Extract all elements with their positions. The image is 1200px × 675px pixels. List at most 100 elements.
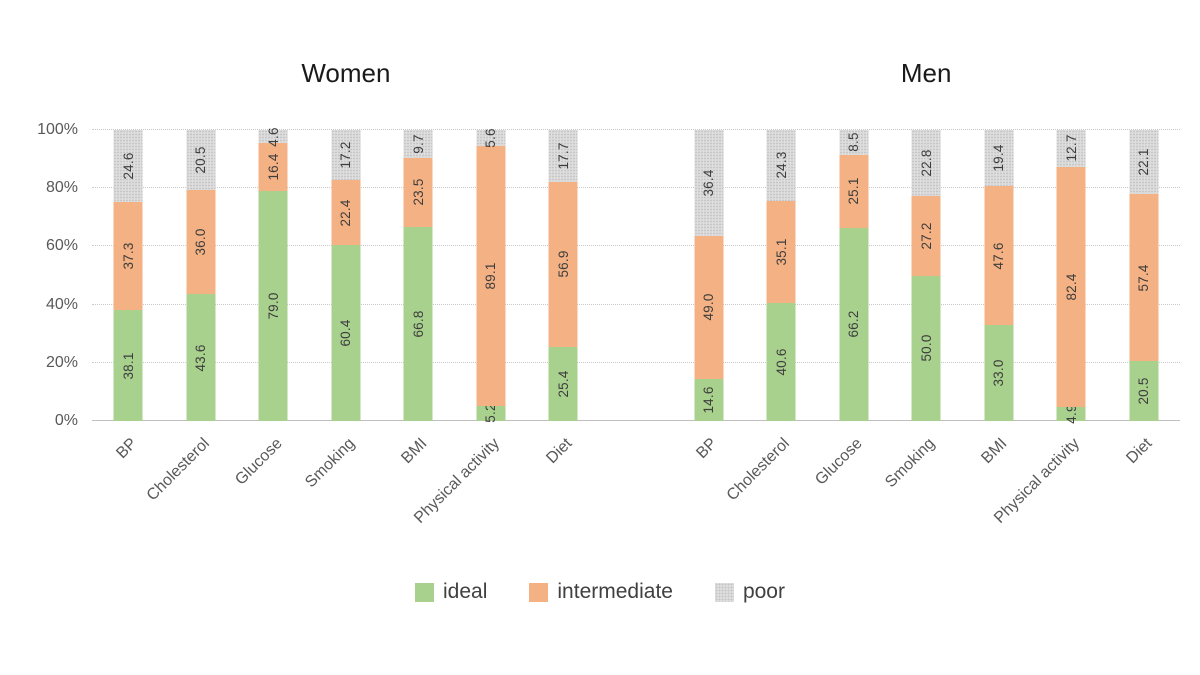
bar-value-label: 49.0 xyxy=(701,293,717,321)
stacked-bar: 66.8 23.5 9.7 xyxy=(403,130,433,421)
stacked-bar: 25.4 56.9 17.7 xyxy=(548,130,578,421)
bar-value-label: 79.0 xyxy=(265,292,281,320)
bar-value-label: 60.4 xyxy=(338,319,354,347)
bar-value-label: 66.2 xyxy=(846,310,862,339)
stacked-bar: 20.5 57.4 22.1 xyxy=(1129,130,1159,421)
bar-value-label: 22.8 xyxy=(918,149,934,177)
bar-value-label: 35.1 xyxy=(773,238,789,266)
group-spacer xyxy=(600,130,673,421)
stacked-bar: 43.6 36.0 20.5 xyxy=(186,130,216,421)
bar-segment-intermediate: 16.4 xyxy=(258,143,288,192)
gridline xyxy=(92,245,1180,247)
bar-slot: 20.5 57.4 22.1 Diet xyxy=(1107,130,1180,467)
stacked-bar: 38.1 37.3 24.6 xyxy=(113,130,143,421)
bar-segment-poor: 19.4 xyxy=(984,130,1014,187)
bar-segment-poor: 20.5 xyxy=(186,130,216,190)
stacked-bar: 79.0 16.4 4.6 xyxy=(258,127,288,421)
bar-value-label: 12.7 xyxy=(1063,134,1079,163)
bar-value-label: 22.1 xyxy=(1136,148,1152,176)
y-tick-60: 60% xyxy=(45,237,78,255)
bar-groups: 38.1 37.3 24.6 BP 43.6 36.0 20.5 Cholesterol 79.… xyxy=(92,127,1180,527)
bar-slot: 40.6 35.1 24.3 Cholesterol xyxy=(724,130,818,504)
category-label: Cholesterol xyxy=(143,435,213,505)
stacked-bar: 14.6 49.0 36.4 xyxy=(694,130,724,421)
group-title-men: Men xyxy=(900,58,952,88)
bar-segment-ideal: 66.2 xyxy=(839,227,869,421)
category-label: BMI xyxy=(978,435,1011,468)
bar-segment-intermediate: 25.1 xyxy=(839,154,869,228)
category-label: Glucose xyxy=(231,435,286,489)
category-label: BMI xyxy=(398,435,431,468)
stacked-bar: 5.2 89.1 5.6 xyxy=(476,128,506,423)
bar-value-label: 56.9 xyxy=(555,250,571,278)
category-label: BP xyxy=(113,435,141,463)
gridline xyxy=(92,187,1180,189)
bar-slot: 33.0 47.6 19.4 BMI xyxy=(962,130,1035,467)
bar-segment-poor: 17.2 xyxy=(331,130,361,181)
bar-segment-ideal: 4.9 xyxy=(1056,404,1086,424)
category-label: Diet xyxy=(1123,435,1156,468)
stacked-bar: 33.0 47.6 19.4 xyxy=(984,130,1014,421)
gridlines xyxy=(92,129,1180,421)
bar-segment-intermediate: 27.2 xyxy=(911,196,941,276)
bar-segment-ideal: 25.4 xyxy=(548,347,578,421)
bar-segment-intermediate: 47.6 xyxy=(984,186,1014,325)
bar-slot: 25.4 56.9 17.7 Diet xyxy=(527,130,600,467)
group-titles: Women Men xyxy=(92,58,1180,89)
bar-value-label: 16.4 xyxy=(265,153,281,181)
bar-segment-ideal: 79.0 xyxy=(258,191,288,421)
legend-swatch-poor-icon xyxy=(714,582,734,602)
bar-segment-poor: 4.6 xyxy=(258,127,288,147)
bar-segment-intermediate: 57.4 xyxy=(1129,194,1159,362)
bar-segment-intermediate: 22.4 xyxy=(331,180,361,246)
plot-area: 38.1 37.3 24.6 BP 43.6 36.0 20.5 Cholesterol 79.… xyxy=(92,127,1180,527)
bar-segment-poor: 22.8 xyxy=(911,130,941,197)
y-tick-0: 0% xyxy=(54,412,78,429)
bar-value-label: 22.4 xyxy=(338,199,354,227)
legend-label-poor: poor xyxy=(742,580,785,603)
bar-segment-intermediate: 37.3 xyxy=(113,201,143,311)
bar-segment-ideal: 40.6 xyxy=(766,302,796,421)
bar-segment-ideal: 14.6 xyxy=(694,378,724,421)
gridline xyxy=(92,303,1180,305)
bar-value-label: 24.6 xyxy=(120,152,136,180)
bar-value-label: 25.1 xyxy=(846,177,862,205)
bar-value-label: 47.6 xyxy=(991,242,1007,270)
bar-segment-poor: 5.6 xyxy=(476,128,506,148)
category-label: Cholesterol xyxy=(723,435,794,505)
bar-value-label: 40.6 xyxy=(773,348,789,376)
bar-segment-intermediate: 49.0 xyxy=(694,235,724,379)
bar-slot: 60.4 22.4 17.2 Smoking xyxy=(302,130,383,491)
bar-value-label: 17.2 xyxy=(338,141,354,169)
category-label: BP xyxy=(693,435,721,463)
y-tick-80: 80% xyxy=(45,179,78,197)
bar-segment-poor: 22.1 xyxy=(1129,130,1159,195)
stacked-bar: 50.0 27.2 22.8 xyxy=(911,130,941,421)
bar-segment-poor: 36.4 xyxy=(694,130,724,236)
legend-item-intermediate: intermediate xyxy=(529,580,673,604)
bar-value-label: 57.4 xyxy=(1136,264,1152,292)
legend-item-ideal: ideal xyxy=(415,580,487,604)
bar-slot: 14.6 49.0 36.4 BP xyxy=(672,130,745,462)
bar-segment-intermediate: 82.4 xyxy=(1056,166,1086,407)
bar-slot: 66.2 25.1 8.5 Glucose xyxy=(812,130,890,489)
y-tick-20: 20% xyxy=(45,353,78,371)
category-label: Diet xyxy=(543,435,576,468)
legend-item-poor: poor xyxy=(714,580,785,604)
gridline xyxy=(92,420,1180,421)
legend: ideal intermediate poor xyxy=(0,580,1200,604)
bar-value-label: 20.5 xyxy=(193,146,209,174)
group-title-spacer xyxy=(600,58,673,89)
bar-value-label: 25.4 xyxy=(555,370,571,398)
gridline xyxy=(92,361,1180,363)
bar-value-label: 8.5 xyxy=(846,132,862,153)
bar-value-label: 36.0 xyxy=(193,228,209,256)
bar-segment-ideal: 38.1 xyxy=(113,310,143,421)
bar-value-label: 17.7 xyxy=(555,142,571,170)
bar-segment-poor: 24.6 xyxy=(113,130,143,202)
bar-value-label: 37.3 xyxy=(120,242,136,270)
bar-segment-ideal: 20.5 xyxy=(1129,361,1159,421)
bar-value-label: 4.6 xyxy=(265,127,281,147)
legend-swatch-intermediate-icon xyxy=(529,582,549,602)
